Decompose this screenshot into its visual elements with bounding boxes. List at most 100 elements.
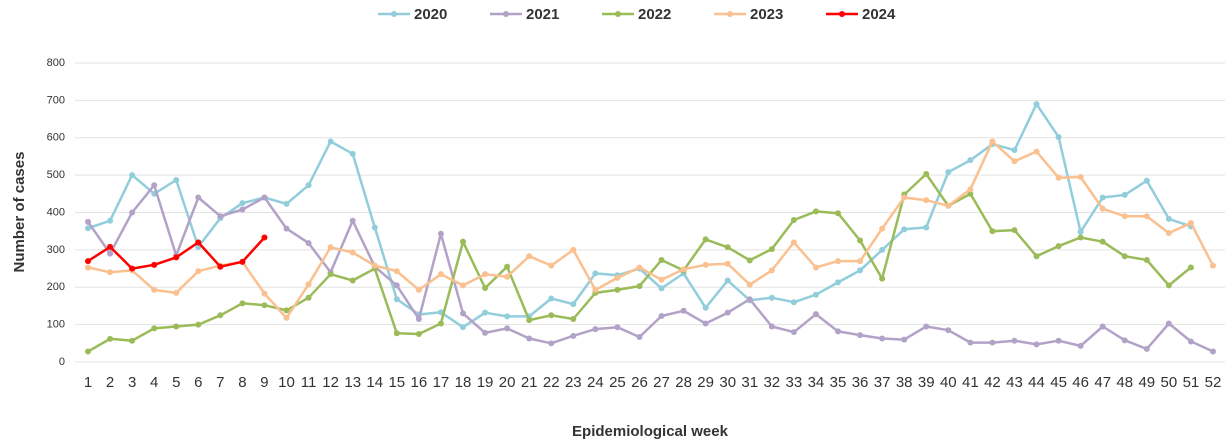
data-point <box>504 273 511 280</box>
data-point <box>790 299 797 306</box>
x-tick-label: 48 <box>1116 374 1133 391</box>
data-point <box>327 244 334 251</box>
data-point <box>1143 177 1150 184</box>
data-point <box>173 176 180 183</box>
data-point <box>85 225 91 232</box>
x-axis-title: Epidemiological week <box>572 423 729 440</box>
x-tick-label: 8 <box>238 374 246 391</box>
data-point <box>790 329 797 336</box>
data-point <box>967 186 974 193</box>
data-point <box>1121 337 1128 344</box>
x-tick-label: 47 <box>1094 374 1111 391</box>
x-tick-label: 21 <box>521 374 538 391</box>
data-point <box>636 333 643 340</box>
data-point <box>1121 191 1128 198</box>
data-point <box>195 194 202 201</box>
x-tick-label: 4 <box>150 374 158 391</box>
data-point <box>151 286 158 293</box>
x-tick-label: 17 <box>433 374 450 391</box>
legend-label: 2023 <box>750 6 783 23</box>
x-tick-label: 46 <box>1072 374 1089 391</box>
data-point <box>85 264 91 271</box>
y-tick-label: 100 <box>47 319 65 331</box>
data-point <box>1077 342 1084 349</box>
data-point <box>526 253 533 260</box>
data-point <box>1165 282 1172 289</box>
x-tick-label: 35 <box>830 374 847 391</box>
data-point <box>768 294 775 301</box>
data-point <box>923 323 930 330</box>
data-point <box>305 281 312 288</box>
data-point <box>548 295 555 302</box>
data-point <box>1011 337 1018 344</box>
x-tick-label: 42 <box>984 374 1001 391</box>
legend-label: 2024 <box>862 6 896 23</box>
data-point <box>393 268 400 275</box>
data-point <box>349 249 356 256</box>
x-tick-label: 45 <box>1050 374 1067 391</box>
x-tick-label: 44 <box>1028 374 1045 391</box>
x-tick-label: 5 <box>172 374 180 391</box>
legend-marker <box>839 11 845 17</box>
x-tick-label: 31 <box>741 374 758 391</box>
data-point <box>482 284 489 291</box>
data-point <box>570 316 577 323</box>
data-point <box>393 330 400 337</box>
data-point <box>923 224 930 231</box>
x-tick-label: 27 <box>653 374 670 391</box>
data-point <box>835 258 841 265</box>
data-point <box>195 239 202 246</box>
data-point <box>107 335 114 342</box>
data-point <box>261 290 268 297</box>
data-point <box>460 282 466 289</box>
data-point <box>460 310 466 317</box>
data-point <box>548 312 555 319</box>
y-tick-label: 700 <box>47 94 65 106</box>
data-point <box>482 309 489 316</box>
data-point <box>1077 234 1084 241</box>
data-point <box>482 329 489 336</box>
data-point <box>592 286 599 293</box>
x-tick-label: 28 <box>675 374 692 391</box>
data-point <box>790 239 797 246</box>
data-point <box>349 217 356 224</box>
data-point <box>85 218 91 225</box>
data-point <box>129 265 136 272</box>
x-tick-label: 24 <box>587 374 604 391</box>
data-point <box>1165 320 1172 327</box>
data-point <box>261 194 268 201</box>
data-point <box>923 171 930 178</box>
data-point <box>371 262 378 269</box>
data-point <box>283 314 290 321</box>
data-point <box>724 244 731 251</box>
data-point <box>1033 341 1040 348</box>
data-point <box>305 240 312 247</box>
data-point <box>173 254 180 261</box>
data-point <box>1143 345 1150 352</box>
data-point <box>305 294 312 301</box>
data-point <box>151 182 158 189</box>
data-point <box>812 264 819 271</box>
data-point <box>1143 213 1150 220</box>
data-point <box>129 209 136 216</box>
data-point <box>129 172 136 179</box>
y-tick-label: 500 <box>47 169 65 181</box>
x-tick-label: 19 <box>477 374 494 391</box>
data-point <box>614 324 621 331</box>
data-point <box>724 277 731 284</box>
x-tick-label: 33 <box>786 374 803 391</box>
data-point <box>1187 219 1194 226</box>
x-tick-label: 13 <box>344 374 361 391</box>
data-point <box>1143 256 1150 263</box>
data-point <box>724 309 731 316</box>
series-line <box>87 140 1215 320</box>
y-tick-label: 800 <box>47 57 65 69</box>
data-point <box>239 300 246 307</box>
data-point <box>261 302 268 309</box>
data-point <box>107 217 114 224</box>
series-line <box>86 183 1214 353</box>
data-point <box>658 313 665 320</box>
data-point <box>989 138 996 145</box>
data-point <box>746 281 753 288</box>
